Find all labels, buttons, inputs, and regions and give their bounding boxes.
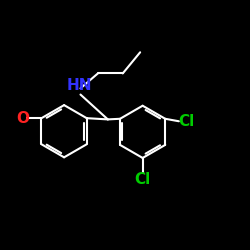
Text: Cl: Cl	[178, 114, 194, 129]
Text: Cl: Cl	[134, 172, 151, 187]
Text: O: O	[16, 111, 29, 126]
Text: HN: HN	[66, 78, 92, 92]
